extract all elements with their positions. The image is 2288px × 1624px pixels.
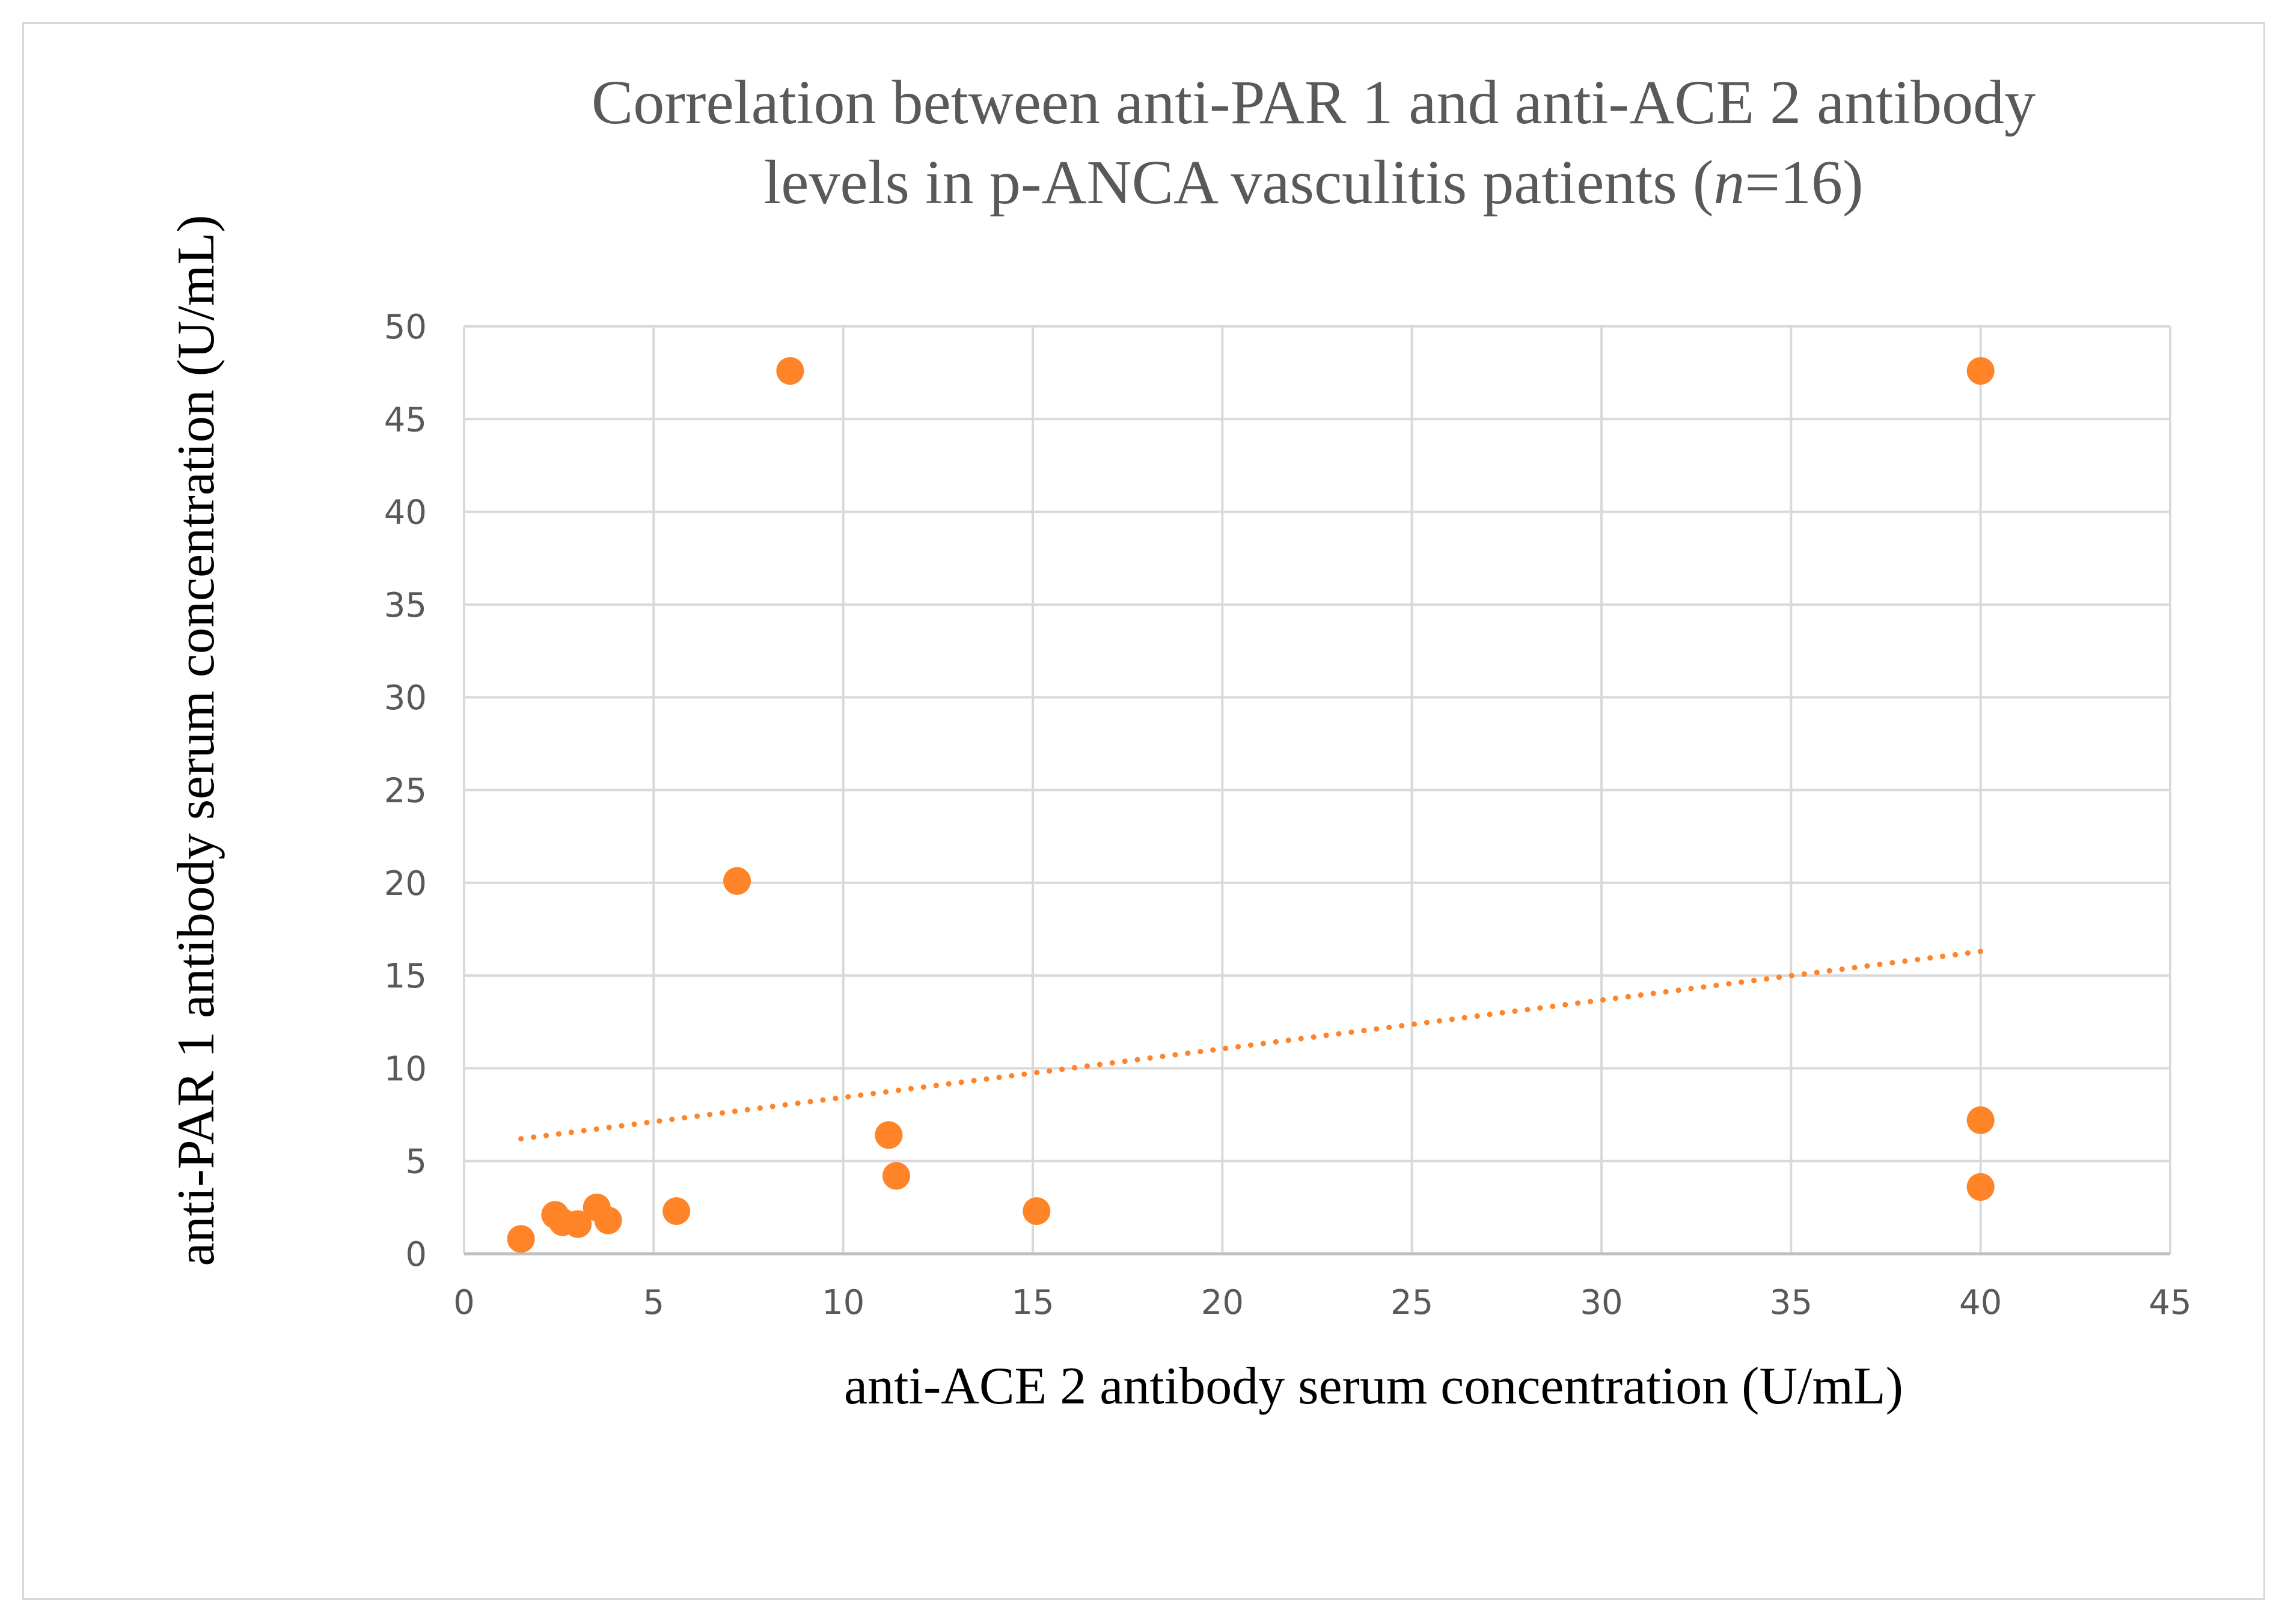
chart-title-n-italic: n — [1713, 148, 1745, 217]
x-axis-title: anti-ACE 2 antibody serum concentration … — [844, 1357, 1903, 1415]
data-point — [875, 1121, 903, 1149]
y-tick-label: 30 — [384, 679, 427, 718]
data-points — [507, 357, 1995, 1253]
x-tick-label: 40 — [1959, 1283, 2002, 1322]
data-point — [882, 1162, 910, 1190]
chart-title-line-2: levels in p-ANCA vasculitis patients (n=… — [763, 148, 1863, 217]
x-tick-label: 45 — [2149, 1283, 2191, 1322]
x-tick-label: 30 — [1580, 1283, 1623, 1322]
y-axis-title: anti-PAR 1 antibody serum concentration … — [167, 215, 225, 1266]
y-tick-label: 25 — [384, 772, 427, 811]
x-tick-label: 10 — [822, 1283, 864, 1322]
x-tick-label: 25 — [1390, 1283, 1433, 1322]
x-tick-labels: 0 5 10 15 20 25 30 35 40 45 — [453, 1283, 2191, 1322]
grid-lines — [463, 325, 2171, 1254]
y-tick-label: 15 — [384, 957, 427, 996]
y-tick-label: 35 — [384, 586, 427, 625]
x-tick-label: 5 — [643, 1283, 665, 1322]
x-tick-label: 0 — [453, 1283, 475, 1322]
chart-title-line-2-suffix: =16) — [1745, 148, 1863, 217]
y-tick-label: 10 — [384, 1049, 427, 1088]
data-point — [564, 1210, 592, 1238]
data-point — [594, 1206, 622, 1235]
data-point — [1966, 1173, 1995, 1201]
chart-frame — [22, 22, 2265, 1600]
chart-title-line-2-prefix: levels in p-ANCA vasculitis patients ( — [763, 148, 1713, 217]
y-tick-label: 40 — [384, 493, 427, 533]
trendline-group — [518, 948, 1984, 1142]
data-point — [662, 1197, 691, 1226]
y-tick-label: 20 — [384, 864, 427, 903]
data-point — [723, 867, 751, 895]
data-point — [1966, 1106, 1995, 1134]
x-tick-label: 35 — [1770, 1283, 1812, 1322]
data-point — [507, 1225, 535, 1253]
data-point — [1023, 1197, 1051, 1226]
x-tick-label: 20 — [1201, 1283, 1244, 1322]
data-point — [776, 357, 804, 385]
y-tick-label: 45 — [384, 400, 427, 439]
y-tick-label: 50 — [384, 308, 427, 347]
y-tick-label: 0 — [405, 1235, 427, 1274]
trendline — [518, 948, 1984, 1142]
y-tick-labels: 0 5 10 15 20 25 30 35 40 45 50 — [384, 308, 427, 1274]
x-tick-label: 15 — [1011, 1283, 1054, 1322]
chart-title-line-1: Correlation between anti-PAR 1 and anti-… — [592, 68, 2036, 137]
data-point — [1966, 357, 1995, 385]
y-tick-label: 5 — [405, 1143, 427, 1182]
